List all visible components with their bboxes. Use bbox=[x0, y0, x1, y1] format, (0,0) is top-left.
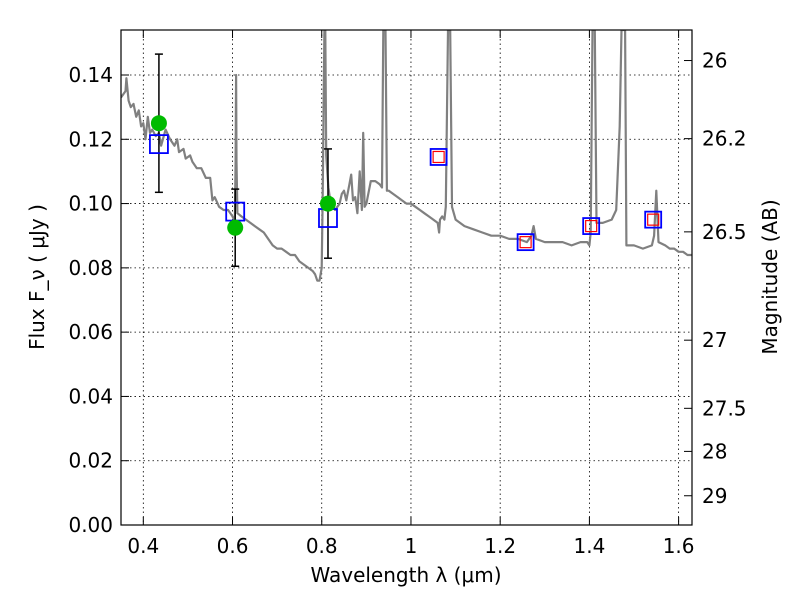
right-tick-label: 26.2 bbox=[702, 127, 747, 151]
y-tick-label: 0.12 bbox=[68, 127, 113, 151]
right-tick-label: 28 bbox=[702, 439, 727, 463]
x-tick-label: 1.6 bbox=[663, 534, 695, 558]
right-tick-label: 27.5 bbox=[702, 396, 747, 420]
model-square-marker bbox=[582, 217, 601, 235]
model-square-marker bbox=[644, 210, 663, 229]
x-tick-label: 0.6 bbox=[217, 534, 249, 558]
observed-point bbox=[227, 219, 244, 236]
plot-frame bbox=[120, 29, 693, 526]
model-square-marker bbox=[149, 134, 169, 155]
x-tick-label: 1.4 bbox=[573, 534, 605, 558]
model-square-marker bbox=[429, 148, 448, 166]
observed-point bbox=[150, 115, 167, 132]
x-tick-label: 0.8 bbox=[306, 534, 338, 558]
y-tick-label: 0.14 bbox=[68, 63, 113, 87]
model-square-marker bbox=[516, 233, 535, 252]
inner-square-marker bbox=[519, 236, 532, 249]
grid bbox=[121, 30, 692, 526]
y-tick-label: 0.10 bbox=[68, 192, 113, 216]
right-tick-label: 26.5 bbox=[702, 220, 747, 244]
y-tick-label: 0.06 bbox=[68, 320, 113, 344]
right-tick-label: 29 bbox=[702, 484, 727, 508]
right-tick-label: 26 bbox=[702, 49, 727, 73]
right-tick-labels: 26 26.2 26.5 27 27.5 28 29 bbox=[702, 49, 747, 508]
inner-square-marker bbox=[585, 219, 598, 233]
y-tick-labels: 0.00 0.02 0.04 0.06 0.08 0.10 0.12 0.14 bbox=[68, 63, 113, 537]
right-tick-label: 27 bbox=[702, 328, 727, 352]
inner-square-marker bbox=[432, 150, 445, 164]
spectrum-line bbox=[121, 30, 692, 282]
right-axis-title: Magnitude (AB) bbox=[758, 199, 782, 354]
observed-point bbox=[319, 195, 336, 212]
inner-square-marker bbox=[647, 213, 660, 226]
ticks bbox=[121, 30, 692, 526]
y-tick-label: 0.04 bbox=[68, 384, 113, 408]
x-tick-label: 0.4 bbox=[127, 534, 159, 558]
x-tick-label: 1 bbox=[405, 534, 418, 558]
y-tick-label: 0.02 bbox=[68, 449, 113, 473]
y-axis-title: Flux F_ν ( μJy ) bbox=[25, 204, 49, 350]
marker-layer bbox=[149, 53, 663, 267]
x-tick-labels: 0.4 0.6 0.8 1 1.2 1.4 1.6 bbox=[127, 534, 694, 558]
x-axis-title: Wavelength λ (μm) bbox=[310, 563, 501, 587]
x-tick-label: 1.2 bbox=[484, 534, 516, 558]
y-tick-label: 0.00 bbox=[68, 513, 113, 537]
y-tick-label: 0.08 bbox=[68, 256, 113, 280]
spectrum-layer bbox=[121, 30, 692, 282]
